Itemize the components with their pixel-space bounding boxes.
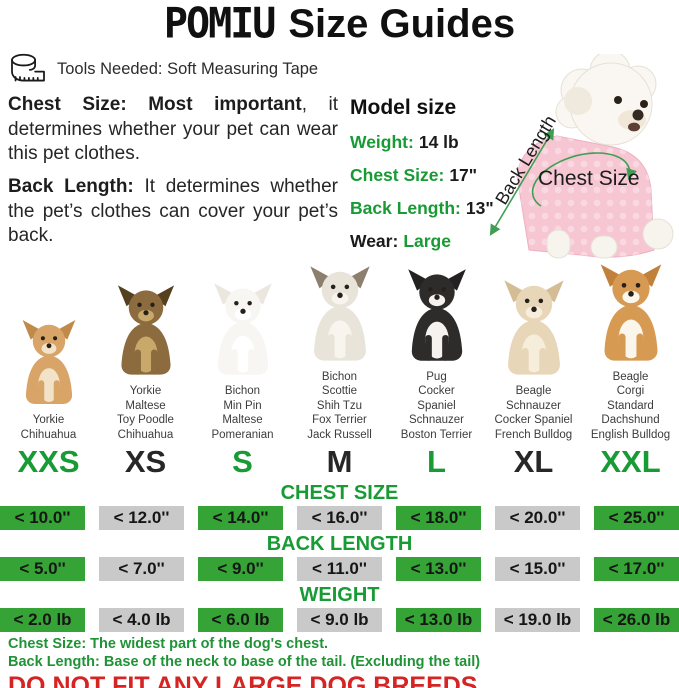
yorkie-dog-illustration xyxy=(110,283,182,377)
french-bulldog-dog-illustration xyxy=(496,278,572,377)
footer-notes: Chest Size: The widest part of the dog's… xyxy=(0,632,679,688)
breed-list: Bichon Scottie Shih Tzu Fox Terrier Jack… xyxy=(307,370,372,441)
chest-size-section: CHEST SIZE < 10.0'' < 12.0'' < 14.0'' < … xyxy=(0,482,679,531)
weight-cell: < 2.0 lb xyxy=(0,608,85,633)
shih-tzu-dog-illustration xyxy=(302,264,378,363)
model-wear-row: Wear: Large xyxy=(350,231,451,251)
back-length-cell: < 7.0'' xyxy=(99,557,184,582)
weight-cell: < 6.0 lb xyxy=(198,608,283,633)
chihuahua-dog-illustration xyxy=(15,318,83,406)
model-dog-photo: Back Length Chest Size xyxy=(461,50,679,260)
chest-size-paragraph: Chest Size: Most important, it determine… xyxy=(8,93,338,167)
breed-list: Bichon Min Pin Maltese Pomeranian xyxy=(211,385,274,441)
breed-list: Beagle Schnauzer Cocker Spaniel French B… xyxy=(494,385,573,441)
page-title-text: Size Guides xyxy=(288,2,516,46)
size-column-l: Pug Cocker Spaniel Schnauzer Boston Terr… xyxy=(388,259,485,479)
back-length-cell: < 13.0'' xyxy=(396,557,481,582)
chest-size-cell: < 10.0'' xyxy=(0,506,85,531)
back-length-cell: < 17.0'' xyxy=(594,557,679,582)
breed-list: Yorkie Chihuahua xyxy=(20,414,77,441)
chest-size-cell: < 20.0'' xyxy=(495,506,580,531)
intro-section: Chest Size: Most important, it determine… xyxy=(0,87,679,257)
back-length-cell: < 11.0'' xyxy=(297,557,382,582)
back-length-cell: < 5.0'' xyxy=(0,557,85,582)
chest-size-arrow xyxy=(531,152,637,207)
footer-note-chest: Chest Size: The widest part of the dog's… xyxy=(8,636,329,653)
size-label-l: L xyxy=(427,444,446,480)
size-label-xxl: XXL xyxy=(600,444,661,480)
brand-logo: POMIU xyxy=(163,0,276,48)
size-label-s: S xyxy=(232,444,253,480)
model-weight-row: Weight: 14 lb xyxy=(350,132,459,152)
size-column-s: Bichon Min Pin Maltese Pomeranian S xyxy=(194,259,291,479)
breed-list: Yorkie Maltese Toy Poodle Chihuahua xyxy=(117,385,174,441)
chest-size-cells: < 10.0'' < 12.0'' < 14.0'' < 16.0'' < 18… xyxy=(0,506,679,531)
tools-needed-row: Tools Needed: Soft Measuring Tape xyxy=(8,53,679,85)
back-length-rest: It determines whether the pet’s clothes … xyxy=(8,176,338,247)
chest-size-highlight: Most important xyxy=(148,94,302,115)
weight-cell: < 26.0 lb xyxy=(594,608,679,633)
intro-text: Chest Size: Most important, it determine… xyxy=(8,87,338,257)
measuring-tape-icon xyxy=(11,53,45,82)
weight-header: WEIGHT xyxy=(299,584,380,607)
page-title: POMIU Size Guides xyxy=(0,0,679,48)
tools-needed-label: Tools Needed: Soft Measuring Tape xyxy=(57,59,319,78)
back-length-cells: < 5.0'' < 7.0'' < 9.0'' < 11.0'' < 13.0'… xyxy=(0,557,679,582)
size-column-xxl: Beagle Corgi Standard Dachshund English … xyxy=(582,259,679,479)
back-length-arrow xyxy=(489,128,555,236)
model-back-row: Back Length: 13" xyxy=(350,198,494,218)
chest-size-lead: Chest Size: xyxy=(8,94,127,115)
breed-size-grid: Yorkie Chihuahua XXS Yorkie Maltese Toy … xyxy=(0,259,679,479)
weight-cell: < 4.0 lb xyxy=(99,608,184,633)
model-size-heading: Model size xyxy=(350,96,457,119)
model-size-panel: Model size Weight: 14 lb Chest Size: 17" B… xyxy=(350,87,500,257)
back-length-cell: < 15.0'' xyxy=(495,557,580,582)
size-label-xxs: XXS xyxy=(17,444,80,480)
breed-list: Pug Cocker Spaniel Schnauzer Boston Terr… xyxy=(400,370,473,441)
back-length-paragraph: Back Length: It determines whether the p… xyxy=(8,175,338,249)
chest-size-rest: , it determines whether your pet can wea… xyxy=(8,94,338,165)
breed-list: Beagle Corgi Standard Dachshund English … xyxy=(590,370,671,441)
weight-cells: < 2.0 lb < 4.0 lb < 6.0 lb < 9.0 lb < 13… xyxy=(0,608,679,633)
bichon-dog-illustration xyxy=(206,281,280,377)
weight-cell: < 9.0 lb xyxy=(297,608,382,633)
warning-text: DO NOT FIT ANY LARGE DOG BREEDS xyxy=(8,672,478,688)
corgi-dog-illustration xyxy=(592,262,670,363)
weight-cell: < 13.0 lb xyxy=(396,608,481,633)
boston-terrier-dog-illustration xyxy=(400,267,474,363)
chest-size-cell: < 12.0'' xyxy=(99,506,184,531)
size-label-xs: XS xyxy=(124,444,167,480)
model-chest-row: Chest Size: 17" xyxy=(350,165,478,185)
size-column-xxs: Yorkie Chihuahua XXS xyxy=(0,259,97,479)
chest-size-annotation: Chest Size xyxy=(538,167,640,190)
weight-section: WEIGHT < 2.0 lb < 4.0 lb < 6.0 lb < 9.0 … xyxy=(0,584,679,633)
chest-size-cell: < 18.0'' xyxy=(396,506,481,531)
size-label-m: M xyxy=(326,444,353,480)
back-length-header: BACK LENGTH xyxy=(266,533,413,556)
chest-size-cell: < 14.0'' xyxy=(198,506,283,531)
size-column-xl: Beagle Schnauzer Cocker Spaniel French B… xyxy=(485,259,582,479)
weight-cell: < 19.0 lb xyxy=(495,608,580,633)
back-length-cell: < 9.0'' xyxy=(198,557,283,582)
back-length-section: BACK LENGTH < 5.0'' < 7.0'' < 9.0'' < 11… xyxy=(0,533,679,582)
chest-size-cell: < 25.0'' xyxy=(594,506,679,531)
size-column-m: Bichon Scottie Shih Tzu Fox Terrier Jack… xyxy=(291,259,388,479)
size-column-xs: Yorkie Maltese Toy Poodle Chihuahua XS xyxy=(97,259,194,479)
back-length-lead: Back Length: xyxy=(8,176,134,198)
size-label-xl: XL xyxy=(513,444,554,480)
chest-size-header: CHEST SIZE xyxy=(280,482,399,505)
footer-note-back: Back Length: Base of the neck to base of… xyxy=(8,653,481,670)
chest-size-cell: < 16.0'' xyxy=(297,506,382,531)
